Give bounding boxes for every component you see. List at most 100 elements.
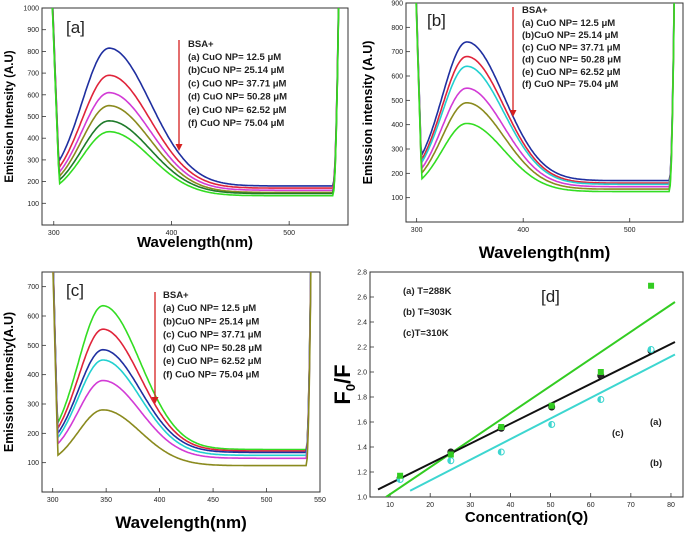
chart-panel-4: 1.0 1.2 1.4 1.6 1.8 2.0 2.2 2.4 2.6 2.8 10 20 30 40 50… <box>330 270 684 526</box>
y-tick-label: 400 <box>27 372 39 379</box>
series-tag: (c) <box>612 428 624 439</box>
x-tick-label: 300 <box>411 227 423 234</box>
y-tick-label: 600 <box>27 314 39 321</box>
x-axis-label: Wavelength(nm) <box>137 234 253 251</box>
plot-frame <box>405 2 684 223</box>
y-tick-label: 800 <box>27 49 39 56</box>
legend-entry: (a) CuO NP= 12.5 μM <box>522 18 615 29</box>
legend-entry: (a) CuO NP= 12.5 μM <box>188 52 281 63</box>
series-line-4 <box>415 3 675 188</box>
y-tick-label: 1.0 <box>357 495 367 502</box>
y-tick-label: 300 <box>27 402 39 409</box>
data-point <box>447 451 454 458</box>
x-axis-label: Concentration(Q) <box>465 509 588 526</box>
x-tick-label: 80 <box>667 502 675 509</box>
legend-entry: (c)T=310K <box>403 328 449 339</box>
legend-entry: (e) CuO NP= 62.52 μM <box>163 356 262 367</box>
y-axis-label: Emission intensity(A.U) <box>2 312 16 452</box>
series-line-2 <box>52 272 312 452</box>
panel-label: [b] <box>427 11 446 30</box>
legend-entry: (c) CuO NP= 37.71 μM <box>188 78 287 89</box>
series-line-4 <box>52 272 312 457</box>
data-point-fill <box>447 457 451 464</box>
x-tick-label: 300 <box>47 497 59 504</box>
legend-entry: (c) CuO NP= 37.71 μM <box>163 330 262 341</box>
y-tick-label: 1.2 <box>357 470 367 477</box>
y-tick-label: 1.8 <box>357 395 367 402</box>
series-tag: (b) <box>650 458 662 469</box>
legend-entry: (b) T=303K <box>403 307 452 318</box>
fit-line-c <box>385 301 676 497</box>
y-tick-label: 300 <box>27 157 39 164</box>
decrease-arrow-head <box>175 144 183 151</box>
y-tick-label: 700 <box>27 284 39 291</box>
x-tick-label: 10 <box>386 502 394 509</box>
panel-label: [c] <box>66 281 84 300</box>
legend-entry: (f) CuO NP= 75.04 μM <box>188 118 284 129</box>
series-group <box>377 301 676 497</box>
series-line-4 <box>51 8 340 194</box>
x-tick-label: 500 <box>624 227 636 234</box>
x-tick-label: 40 <box>507 502 515 509</box>
series-line-6 <box>51 8 340 197</box>
plot-frame <box>41 271 321 493</box>
x-axis-label: Wavelength(nm) <box>479 243 611 262</box>
legend-entry: (e) CuO NP= 62.52 μM <box>188 105 287 116</box>
y-tick-label: 400 <box>391 122 403 129</box>
data-point <box>498 424 505 430</box>
chart-panel-1: 100 200 300 400 500 600 700 800 900 1000 300 400 500… <box>4 6 349 251</box>
y-tick-label: 800 <box>391 25 403 32</box>
legend-entry: (d) CuO NP= 50.28 μM <box>163 343 262 354</box>
data-point-fill <box>498 449 502 455</box>
series-line-5 <box>415 3 675 190</box>
legend-entry: (a) T=288K <box>403 286 451 297</box>
x-tick-label: 550 <box>314 497 326 504</box>
y-tick-label: 400 <box>27 136 39 143</box>
x-tick-label: 350 <box>100 497 112 504</box>
legend-entry: (b)CuO NP= 25.14 μM <box>188 65 284 76</box>
panel-label: [a] <box>66 18 85 37</box>
data-point <box>648 282 655 289</box>
y-tick-label: 600 <box>27 92 39 99</box>
y-axis-label: Emission intensity (A.U) <box>361 41 375 185</box>
legend-entry: (f) CuO NP= 75.04 μM <box>522 79 618 90</box>
y-axis-label: F0/F <box>330 364 358 404</box>
panel-label: [d] <box>541 287 560 306</box>
legend-title: BSA+ <box>522 5 548 16</box>
series-line-2 <box>51 8 340 189</box>
data-point-fill <box>597 396 601 403</box>
legend-title: BSA+ <box>163 290 189 301</box>
y-tick-label: 900 <box>27 27 39 34</box>
series-line-1 <box>51 8 340 187</box>
y-tick-label: 2.8 <box>357 270 367 277</box>
legend-entry: (b)CuO NP= 25.14 μM <box>522 30 618 41</box>
series-line-6 <box>52 272 312 467</box>
legend-entry: (e) CuO NP= 62.52 μM <box>522 67 621 78</box>
y-tick-label: 500 <box>27 114 39 121</box>
series-line-5 <box>52 272 312 460</box>
y-tick-label: 500 <box>27 343 39 350</box>
y-tick-label: 1000 <box>23 6 39 13</box>
x-tick-label: 400 <box>166 230 178 237</box>
plot-frame <box>369 271 684 498</box>
y-tick-label: 200 <box>27 179 39 186</box>
series-line-5 <box>51 8 340 195</box>
legend-entry: (f) CuO NP= 75.04 μM <box>163 370 259 381</box>
series-line-3 <box>52 272 312 454</box>
x-tick-label: 300 <box>48 230 60 237</box>
decrease-arrow-head <box>509 110 517 117</box>
x-tick-label: 400 <box>154 497 166 504</box>
series-tag: (a) <box>650 417 662 428</box>
series-line-3 <box>415 3 675 186</box>
x-tick-label: 400 <box>517 227 529 234</box>
legend-entry: (d) CuO NP= 50.28 μM <box>188 92 287 103</box>
series-group <box>51 8 340 197</box>
x-tick-label: 500 <box>261 497 273 504</box>
y-tick-label: 500 <box>391 98 403 105</box>
y-axis-label: Emission Intensity (A.U) <box>4 50 16 182</box>
x-tick-label: 70 <box>627 502 635 509</box>
series-group <box>415 3 676 193</box>
x-tick-label: 450 <box>207 497 219 504</box>
x-tick-label: 50 <box>547 502 555 509</box>
